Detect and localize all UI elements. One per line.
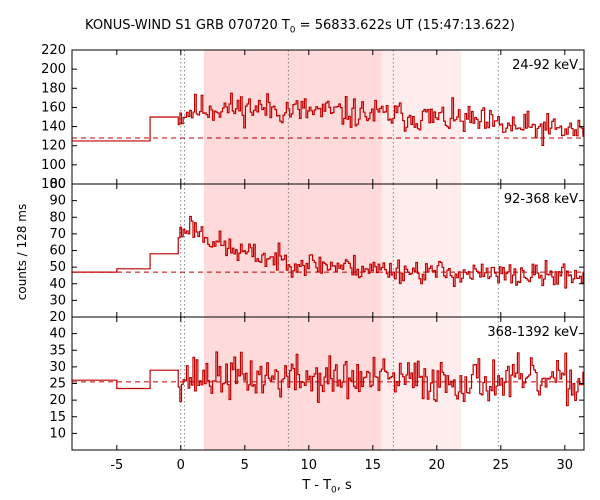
x-tick-label: 0: [177, 458, 185, 473]
y-tick-label: 10: [49, 426, 66, 441]
x-tick-label: 15: [365, 458, 382, 473]
y-tick-label: 70: [49, 227, 66, 242]
x-tick-label: 20: [429, 458, 446, 473]
y-tick-label: 60: [49, 244, 66, 259]
x-axis-label: T - T0, s: [302, 478, 352, 496]
y-tick-label: 120: [41, 139, 66, 154]
chart-title: KONUS-WIND S1 GRB 070720 T0 = 56833.622s…: [85, 18, 515, 36]
y-tick-label: 80: [49, 210, 66, 225]
y-tick-label: 40: [49, 327, 66, 342]
y-tick-label: 30: [49, 293, 66, 308]
x-tick-label: 30: [557, 458, 574, 473]
light-curve-series: [72, 351, 584, 407]
y-tick-label: 160: [41, 100, 66, 115]
y-tick-label: 25: [49, 377, 66, 392]
y-tick-label: 40: [49, 277, 66, 292]
energy-band-label: 368-1392 keV: [487, 325, 578, 340]
y-tick-label: 20: [49, 310, 66, 325]
y-tick-label: 100: [41, 177, 66, 192]
y-tick-label: 220: [41, 43, 66, 58]
y-tick-label: 80: [49, 177, 66, 192]
y-tick-label: 30: [49, 360, 66, 375]
y-tick-label: 100: [41, 158, 66, 173]
y-tick-label: 90: [49, 194, 66, 209]
x-tick-label: -5: [110, 458, 123, 473]
y-tick-label: 140: [41, 120, 66, 135]
y-tick-label: 15: [49, 410, 66, 425]
energy-band-label: 92-368 keV: [504, 192, 578, 207]
x-tick-label: 5: [241, 458, 249, 473]
light-curve-series: [72, 215, 584, 289]
x-tick-label: 10: [301, 458, 318, 473]
y-tick-label: 50: [49, 260, 66, 275]
y-axis-label: counts / 128 ms: [15, 203, 29, 301]
y-tick-label: 35: [49, 343, 66, 358]
y-tick-label: 20: [49, 393, 66, 408]
energy-band-label: 24-92 keV: [512, 58, 578, 73]
light-curve-series: [72, 92, 584, 146]
y-tick-label: 200: [41, 62, 66, 77]
y-tick-label: 180: [41, 81, 66, 96]
x-tick-label: 25: [493, 458, 510, 473]
